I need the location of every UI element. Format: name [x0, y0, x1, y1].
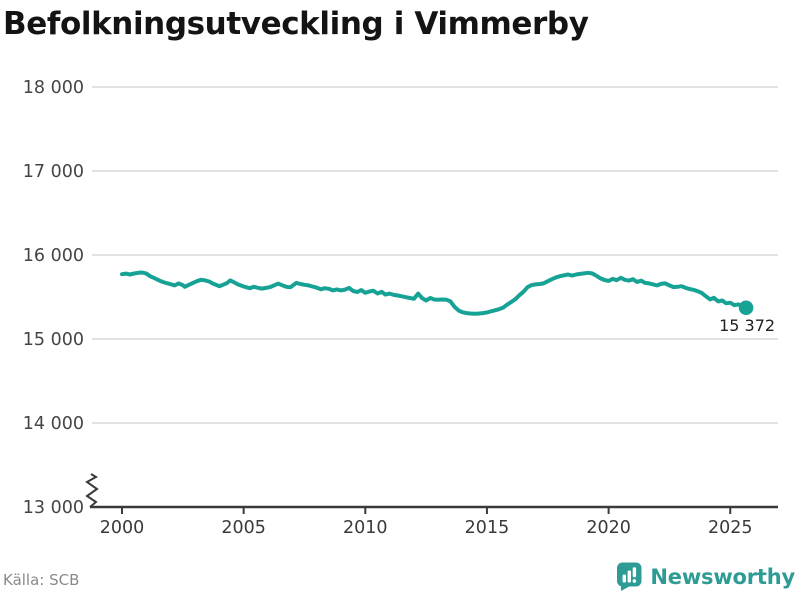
newsworthy-logo[interactable]: Newsworthy	[616, 561, 795, 592]
newsworthy-bubble-chart-icon	[617, 562, 642, 591]
newsworthy-wordmark: Newsworthy	[650, 564, 795, 589]
y-tick-label: 15 000	[23, 330, 84, 350]
x-tick-label: 2020	[586, 518, 631, 538]
x-tick-label: 2000	[100, 518, 145, 538]
y-tick-label: 17 000	[23, 162, 84, 182]
population-line	[120, 270, 749, 316]
y-tick-label: 14 000	[23, 414, 84, 434]
end-point-marker	[738, 300, 754, 316]
x-tick-label: 2025	[708, 518, 753, 538]
y-tick-label: 16 000	[23, 246, 84, 266]
chart-title: Befolkningsutveckling i Vimmerby	[3, 6, 589, 42]
x-tick-label: 2015	[465, 518, 510, 538]
source-label: Källa: SCB	[3, 571, 80, 589]
y-axis-break-icon	[85, 473, 99, 508]
y-tick-label: 18 000	[23, 78, 84, 98]
end-point-value-label: 15 372	[719, 316, 775, 335]
y-tick-label: 13 000	[23, 498, 84, 518]
x-tick-label: 2010	[343, 518, 388, 538]
x-tick-label: 2005	[221, 518, 266, 538]
